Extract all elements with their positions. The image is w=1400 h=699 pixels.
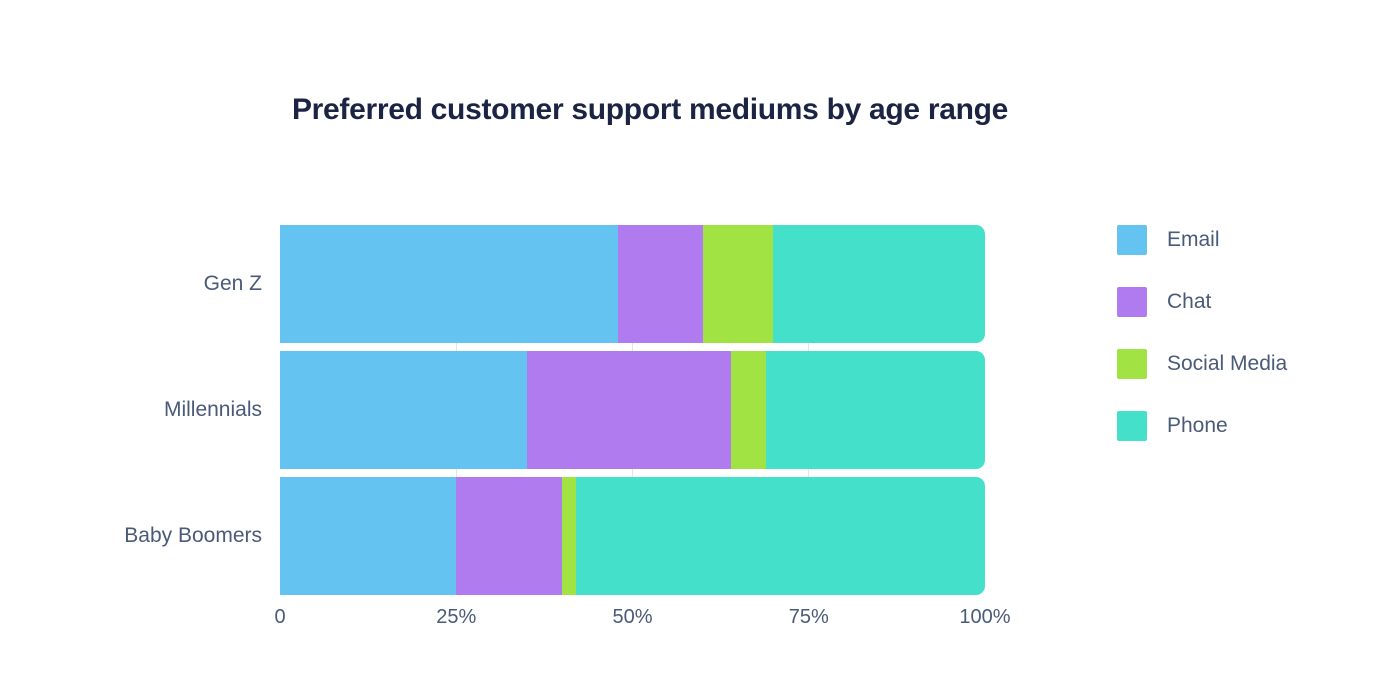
bar-segment-social-media[interactable] (702, 225, 774, 343)
legend-swatch-social-media (1117, 349, 1147, 379)
x-axis-tick-50: 50% (612, 606, 653, 628)
bar-segment-chat[interactable] (618, 225, 703, 343)
legend-label-social-media: Social Media (1167, 352, 1288, 375)
legend-swatch-phone (1117, 411, 1147, 441)
x-axis-tick-0: 0 (274, 606, 286, 628)
bar-segment-email[interactable] (280, 225, 619, 343)
x-axis-tick-75: 75% (788, 606, 829, 628)
legend-swatch-email (1117, 225, 1147, 255)
chart-title: Preferred customer support mediums by ag… (291, 93, 1009, 126)
bar-segment-chat[interactable] (526, 351, 732, 469)
legend-item-email: Email (1117, 225, 1220, 255)
y-axis-label-gen-z: Gen Z (203, 272, 262, 295)
bar-segment-email[interactable] (280, 477, 457, 595)
legend-label-email: Email (1167, 228, 1220, 251)
bar-segment-email[interactable] (280, 351, 527, 469)
bar-segment-phone[interactable] (773, 225, 985, 343)
legend-label-chat: Chat (1167, 290, 1212, 313)
bar-row-baby-boomers (280, 477, 985, 595)
bar-row-millennials (280, 351, 985, 469)
x-axis-tick-100: 100% (959, 606, 1011, 628)
bar-row-gen-z (280, 225, 985, 343)
y-axis-label-millennials: Millennials (163, 398, 262, 421)
bar-segment-phone[interactable] (766, 351, 985, 469)
bar-segment-social-media[interactable] (731, 351, 767, 469)
y-axis-label-baby-boomers: Baby Boomers (124, 524, 262, 547)
bar-segment-phone[interactable] (576, 477, 985, 595)
legend-label-phone: Phone (1167, 414, 1228, 437)
legend-item-phone: Phone (1117, 411, 1228, 441)
plot-area (280, 225, 985, 595)
bar-segment-social-media[interactable] (562, 477, 577, 595)
bar-segment-chat[interactable] (456, 477, 562, 595)
legend-swatch-chat (1117, 287, 1147, 317)
legend-item-social-media: Social Media (1117, 349, 1287, 379)
x-axis-tick-25: 25% (436, 606, 477, 628)
legend-item-chat: Chat (1117, 287, 1211, 317)
